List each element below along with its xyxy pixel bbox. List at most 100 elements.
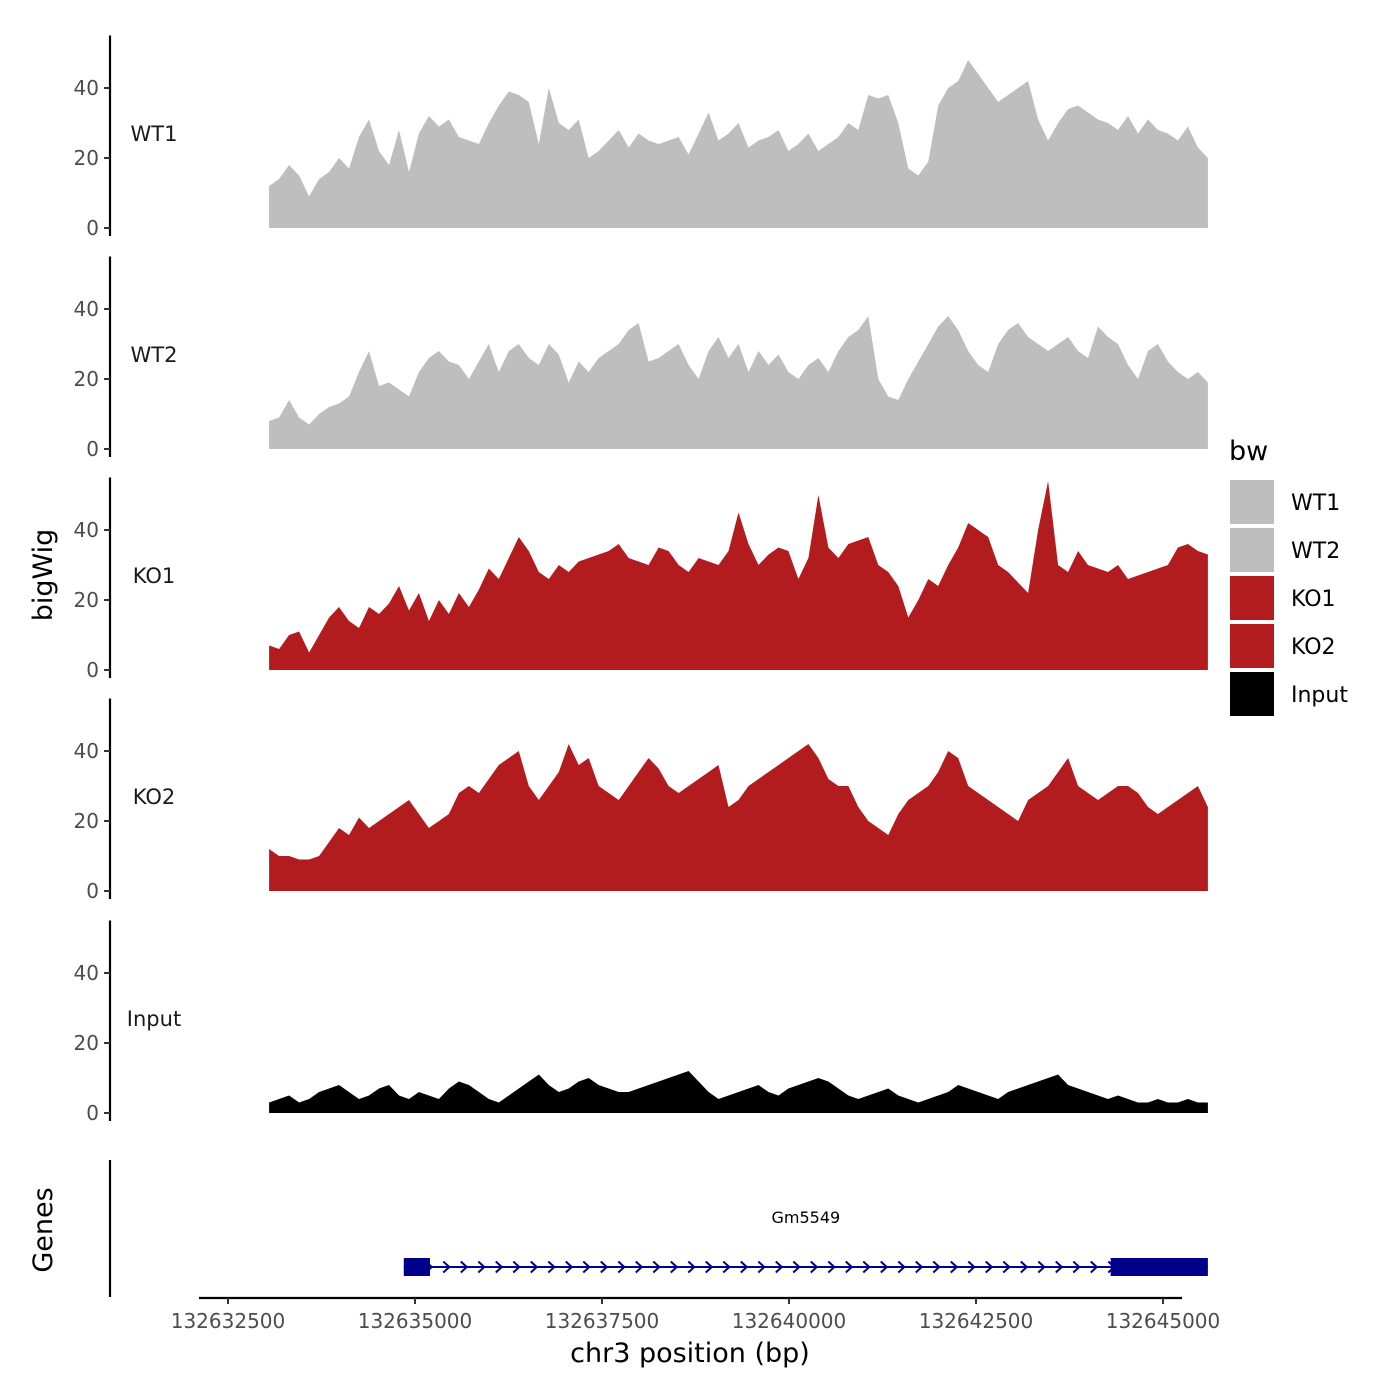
track-input: 0 20 40 Input — [74, 920, 1208, 1125]
y-tick-label: 40 — [74, 297, 99, 321]
legend-title: bw — [1229, 436, 1268, 467]
track-label: KO1 — [133, 564, 176, 588]
strand-arrow — [512, 1260, 521, 1274]
y-tick-label: 40 — [74, 739, 99, 763]
strand-arrow — [600, 1260, 609, 1274]
track-ko2: 0 20 40 KO2 — [74, 698, 1208, 903]
x-axis-title: chr3 position (bp) — [570, 1338, 810, 1369]
strand-arrow — [1072, 1260, 1081, 1274]
y-axis-title: bigWig — [28, 529, 59, 622]
legend-item-ko2: KO2 — [1230, 624, 1336, 668]
strand-arrow — [932, 1260, 941, 1274]
strand-arrow — [757, 1260, 766, 1274]
y-tick-label: 0 — [86, 437, 99, 461]
track-label: WT2 — [131, 343, 178, 367]
x-axis: 132632500 132635000 132637500 132640000 1326… — [171, 1296, 1221, 1333]
strand-arrow — [652, 1260, 661, 1274]
legend-label: Input — [1291, 683, 1348, 708]
y-tick-label: 20 — [74, 809, 99, 833]
strand-arrow — [565, 1260, 574, 1274]
y-tick-label: 20 — [74, 146, 99, 170]
gene-exon — [403, 1258, 430, 1276]
coverage-area — [269, 60, 1208, 228]
strand-arrow — [477, 1260, 486, 1274]
legend-swatch — [1230, 576, 1274, 620]
x-tick-label: 132645000 — [1106, 1309, 1221, 1333]
coverage-area — [269, 1071, 1208, 1113]
x-tick-label: 132637500 — [545, 1309, 660, 1333]
strand-arrow — [792, 1260, 801, 1274]
y-tick-label: 0 — [86, 216, 99, 240]
strand-arrow — [845, 1260, 854, 1274]
legend-label: KO2 — [1291, 635, 1336, 660]
strand-arrow — [1090, 1260, 1099, 1274]
y-tick-label: 20 — [74, 367, 99, 391]
genes-layer: Gm5549 — [108, 1160, 1208, 1297]
strand-arrow — [810, 1260, 819, 1274]
tracks-layer: 0 20 40 WT1 0 20 40 WT2 0 20 40 KO1 0 20 40 KO2 0 20 40 Inp… — [74, 35, 1208, 1125]
strand-arrow — [530, 1260, 539, 1274]
strand-arrow — [670, 1260, 679, 1274]
track-wt2: 0 20 40 WT2 — [74, 256, 1208, 461]
strand-arrow — [915, 1260, 924, 1274]
coverage-area — [269, 481, 1208, 670]
legend-swatch — [1230, 672, 1274, 716]
strand-arrow — [460, 1260, 469, 1274]
legend-item-wt1: WT1 — [1230, 480, 1340, 524]
legend-label: WT1 — [1291, 491, 1340, 516]
gene-exon — [1110, 1258, 1208, 1276]
track-label: WT1 — [131, 122, 178, 146]
strand-arrow — [442, 1260, 451, 1274]
strand-arrow — [1002, 1260, 1011, 1274]
strand-arrow — [687, 1260, 696, 1274]
legend-item-ko1: KO1 — [1230, 576, 1336, 620]
strand-arrow — [1037, 1260, 1046, 1274]
y-tick-label: 0 — [86, 879, 99, 903]
y-tick-label: 20 — [74, 1031, 99, 1055]
y-tick-label: 0 — [86, 658, 99, 682]
legend-swatch — [1230, 624, 1274, 668]
strand-arrow — [967, 1260, 976, 1274]
strand-arrow — [950, 1260, 959, 1274]
x-tick-label: 132640000 — [732, 1309, 847, 1333]
y-tick-label: 40 — [74, 76, 99, 100]
strand-arrow — [897, 1260, 906, 1274]
y-tick-label: 40 — [74, 961, 99, 985]
legend-label: WT2 — [1291, 539, 1340, 564]
strand-arrow — [827, 1260, 836, 1274]
strand-arrow — [547, 1260, 556, 1274]
track-label: KO2 — [133, 785, 176, 809]
gene-gm5549: Gm5549 — [403, 1208, 1208, 1276]
legend-swatch — [1230, 480, 1274, 524]
strand-arrow — [722, 1260, 731, 1274]
strand-arrow — [740, 1260, 749, 1274]
strand-arrow — [1055, 1260, 1064, 1274]
legend-item-input: Input — [1230, 672, 1348, 716]
gene-name-label: Gm5549 — [771, 1208, 840, 1227]
x-tick-label: 132635000 — [358, 1309, 473, 1333]
strand-arrow — [1020, 1260, 1029, 1274]
strand-arrow — [582, 1260, 591, 1274]
x-tick-label: 132642500 — [919, 1309, 1034, 1333]
legend-item-wt2: WT2 — [1230, 528, 1340, 572]
track-wt1: 0 20 40 WT1 — [74, 35, 1208, 240]
strand-arrow — [880, 1260, 889, 1274]
strand-arrow — [635, 1260, 644, 1274]
y-tick-label: 20 — [74, 588, 99, 612]
legend-swatch — [1230, 528, 1274, 572]
strand-arrow — [495, 1260, 504, 1274]
legend-label: KO1 — [1291, 587, 1336, 612]
strand-arrow — [705, 1260, 714, 1274]
strand-arrow — [617, 1260, 626, 1274]
coverage-area — [269, 744, 1208, 891]
legend: bw WT1 WT2 KO1 KO2 Input — [1229, 436, 1348, 716]
genes-axis-title: Genes — [28, 1187, 59, 1272]
coverage-area — [269, 316, 1208, 449]
strand-arrow — [775, 1260, 784, 1274]
y-tick-label: 0 — [86, 1101, 99, 1125]
strand-arrow — [862, 1260, 871, 1274]
y-tick-label: 40 — [74, 518, 99, 542]
strand-arrow — [985, 1260, 994, 1274]
track-label: Input — [127, 1007, 181, 1031]
